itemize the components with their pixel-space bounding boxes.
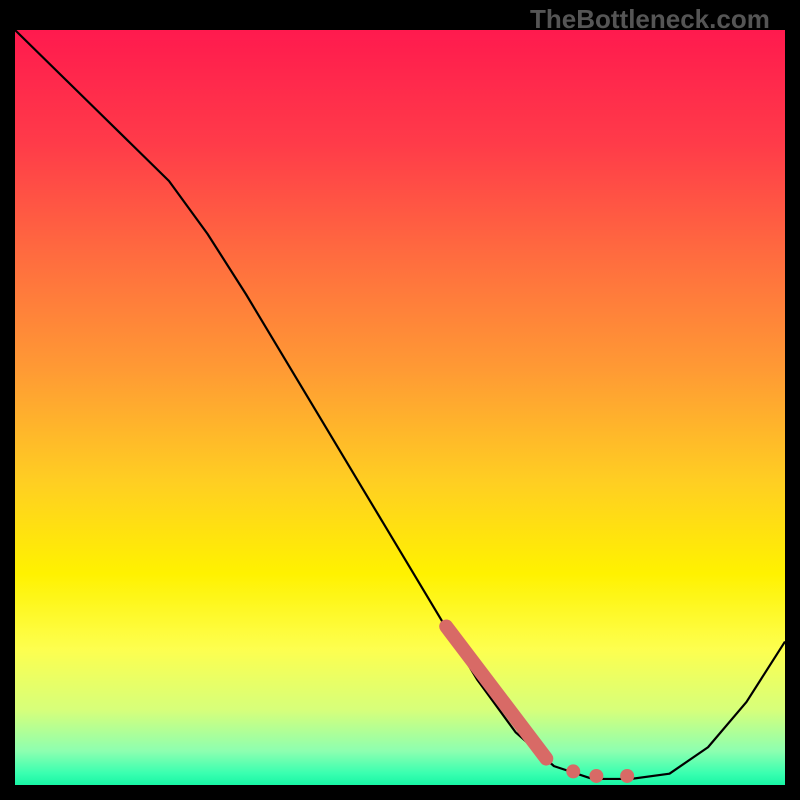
optimal-range-dot (620, 769, 634, 783)
optimal-range-dot (589, 769, 603, 783)
chart-canvas: TheBottleneck.com (0, 0, 800, 800)
optimal-range-dot (566, 764, 580, 778)
bottleneck-curve-chart (0, 0, 800, 800)
